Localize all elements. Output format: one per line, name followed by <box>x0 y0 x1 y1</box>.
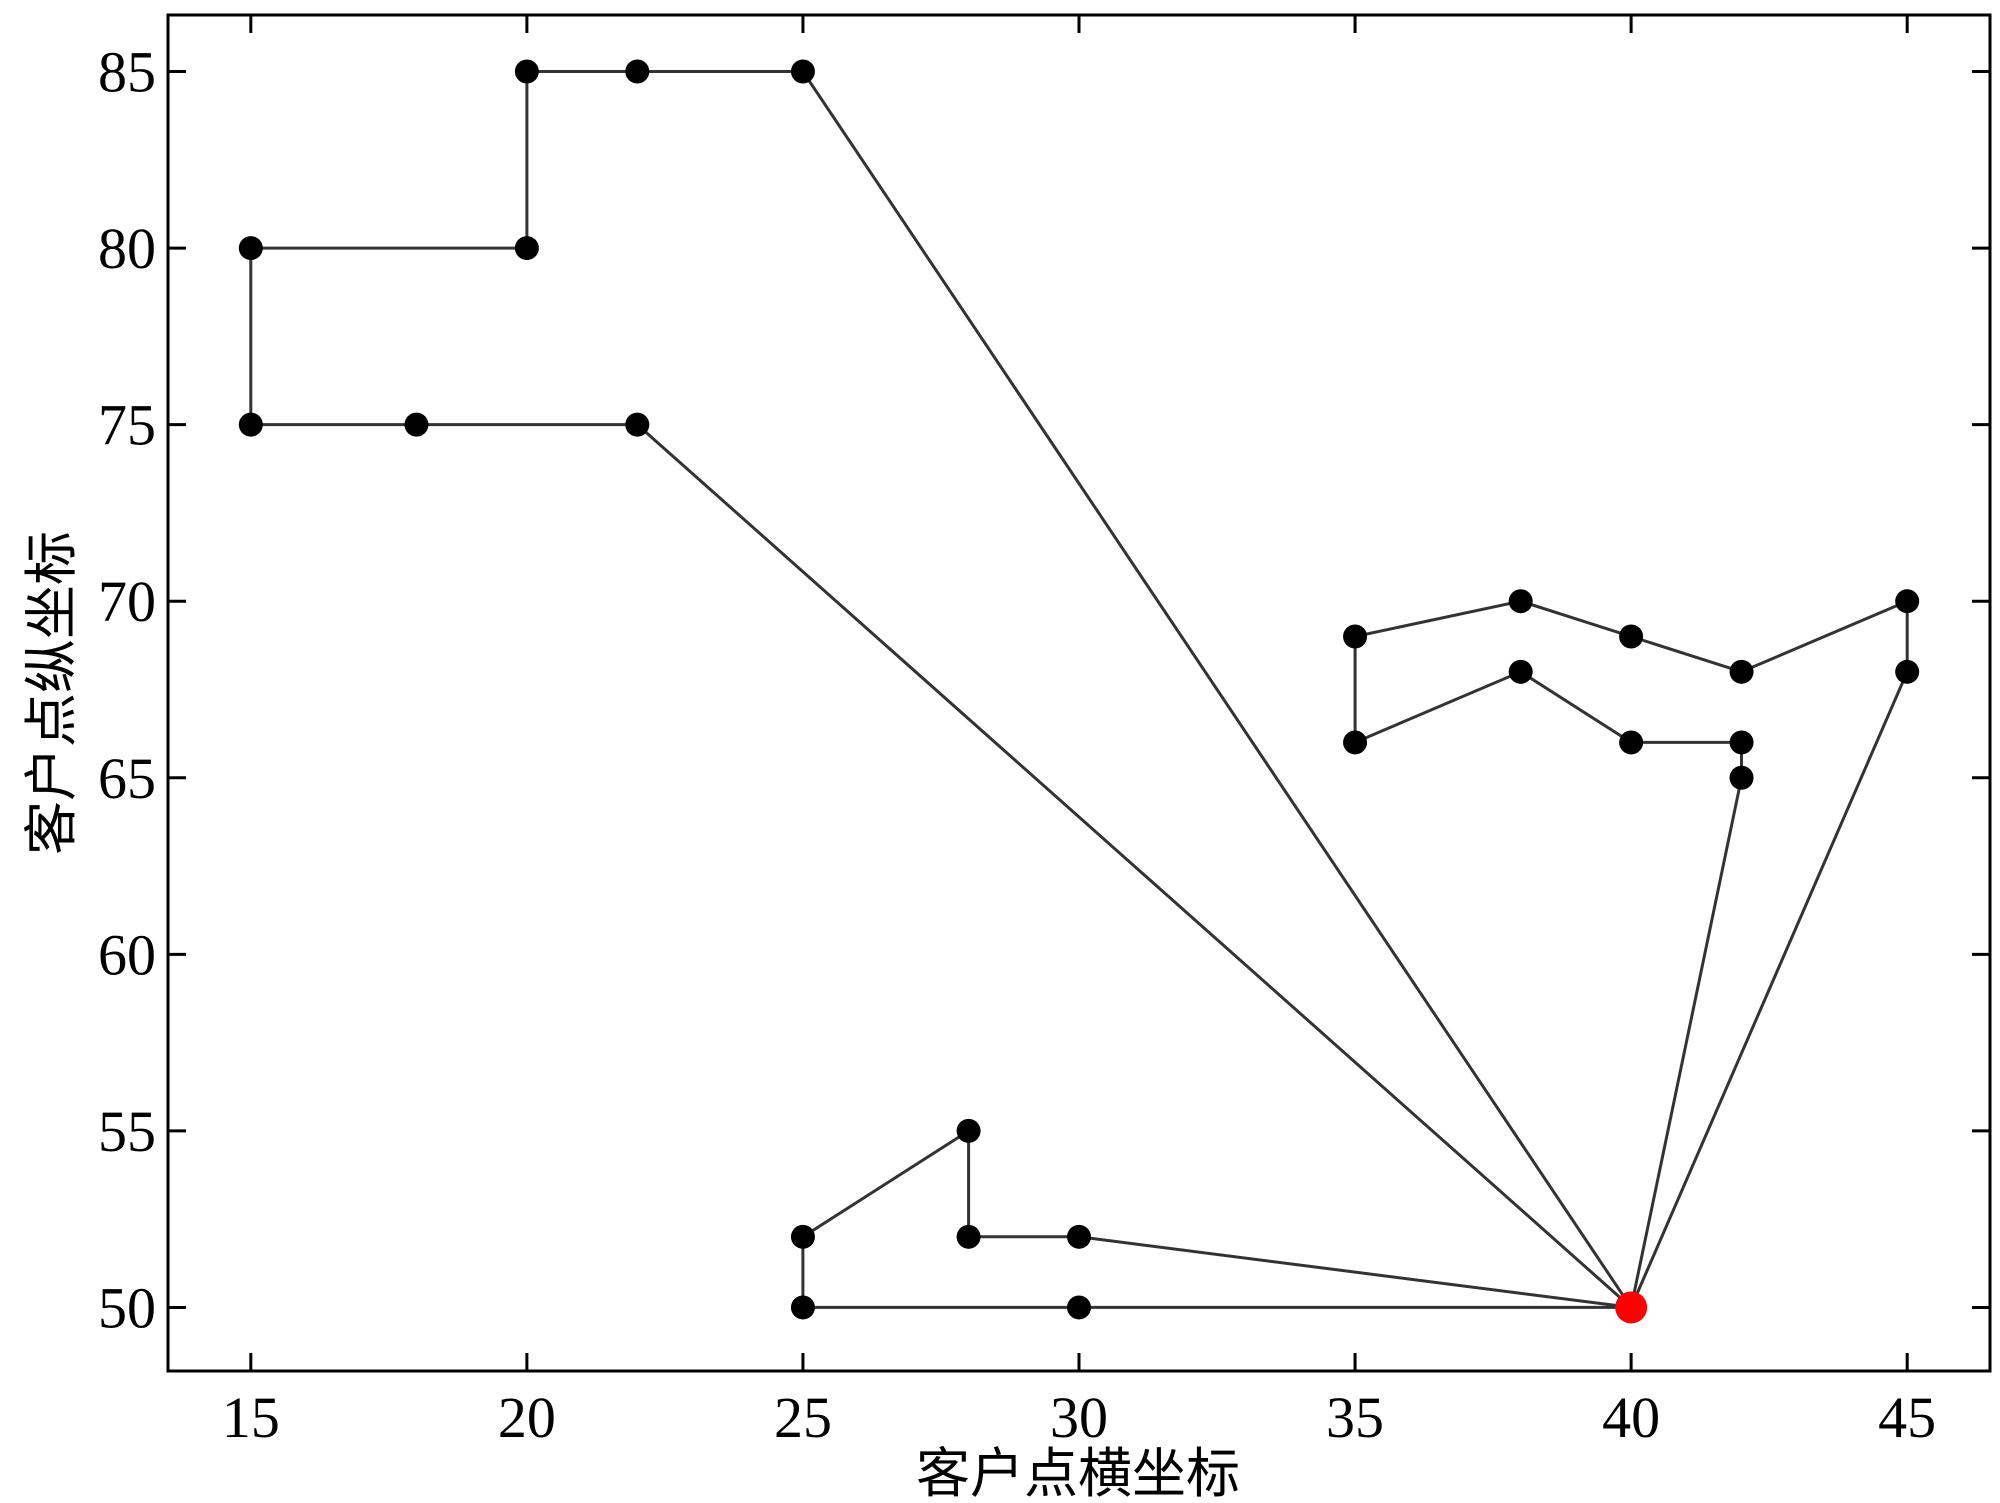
customer-point <box>1508 589 1533 614</box>
y-tick-label: 55 <box>98 1099 156 1164</box>
y-tick-label: 75 <box>98 393 156 458</box>
customer-point <box>790 1224 815 1249</box>
x-tick-label: 45 <box>1878 1385 1936 1450</box>
y-axis-label: 客户点纵坐标 <box>20 531 83 855</box>
customer-point <box>956 1118 981 1143</box>
x-tick-label: 40 <box>1602 1385 1660 1450</box>
customer-point <box>1729 730 1754 755</box>
y-tick-label: 50 <box>98 1275 156 1340</box>
customer-point <box>1619 624 1644 649</box>
customer-point <box>1067 1295 1091 1320</box>
customer-point <box>625 412 650 437</box>
customer-point <box>1343 730 1368 755</box>
ticks-layer: 15 20 25 30 35 40 45 50 55 60 65 70 75 80 85 <box>98 15 1990 1450</box>
customer-point <box>1343 624 1368 649</box>
customer-point <box>790 59 815 84</box>
customer-point <box>514 59 539 84</box>
y-tick-label: 70 <box>98 569 156 634</box>
x-tick-label: 20 <box>498 1385 556 1450</box>
route-line-2 <box>249 70 1633 1309</box>
customer-point <box>404 412 429 437</box>
y-tick-label: 65 <box>98 746 156 811</box>
customer-point <box>1619 730 1644 755</box>
depot-point <box>1615 1291 1648 1324</box>
route-line-3 <box>1353 598 1909 1308</box>
x-axis-label: 客户点横坐标 <box>916 1442 1240 1503</box>
route-line-1 <box>801 1128 1632 1309</box>
customer-point <box>1729 765 1754 790</box>
customer-point <box>1895 589 1920 614</box>
customer-point <box>1508 659 1533 684</box>
x-tick-label: 15 <box>222 1385 280 1450</box>
routes-layer <box>249 70 1909 1309</box>
customer-point <box>1067 1224 1091 1249</box>
customer-point <box>238 236 263 261</box>
customer-point <box>956 1224 981 1249</box>
y-tick-label: 60 <box>98 922 156 987</box>
customer-point <box>790 1295 815 1320</box>
customer-point <box>1729 659 1754 684</box>
x-tick-label: 25 <box>774 1385 832 1450</box>
customer-point <box>514 236 539 261</box>
plot-frame <box>166 13 1992 1373</box>
customer-point <box>238 412 263 437</box>
x-tick-label: 30 <box>1050 1385 1108 1450</box>
y-tick-label: 80 <box>98 216 156 281</box>
customer-point <box>625 59 650 84</box>
x-tick-label: 35 <box>1326 1385 1384 1450</box>
points-layer <box>238 59 1920 1324</box>
y-tick-label: 85 <box>98 40 156 105</box>
customer-point <box>1895 659 1920 684</box>
